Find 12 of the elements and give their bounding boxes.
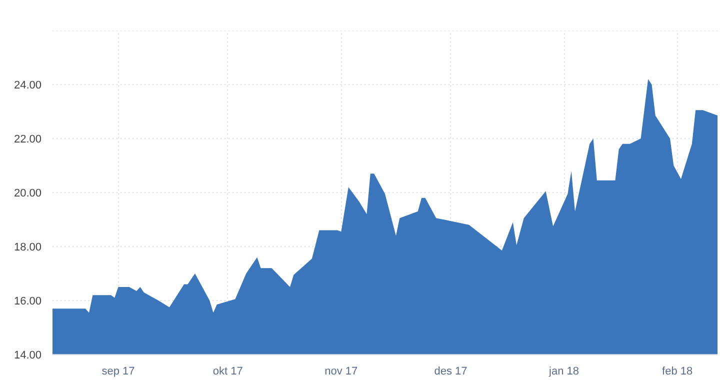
y-tick-label: 16.00 — [14, 296, 42, 308]
y-tick-label: 24.00 — [14, 80, 42, 92]
x-tick-label: nov 17 — [324, 366, 358, 378]
x-tick-label: feb 18 — [662, 366, 693, 378]
x-tick-label: sep 17 — [102, 366, 135, 378]
x-tick-label: des 17 — [434, 366, 468, 378]
x-tick-label: jan 18 — [548, 366, 580, 378]
y-tick-label: 20.00 — [14, 188, 42, 200]
y-tick-label: 18.00 — [14, 242, 42, 254]
x-tick-label: okt 17 — [212, 366, 243, 378]
y-tick-label: 14.00 — [14, 350, 42, 362]
y-tick-label: 22.00 — [14, 134, 42, 146]
